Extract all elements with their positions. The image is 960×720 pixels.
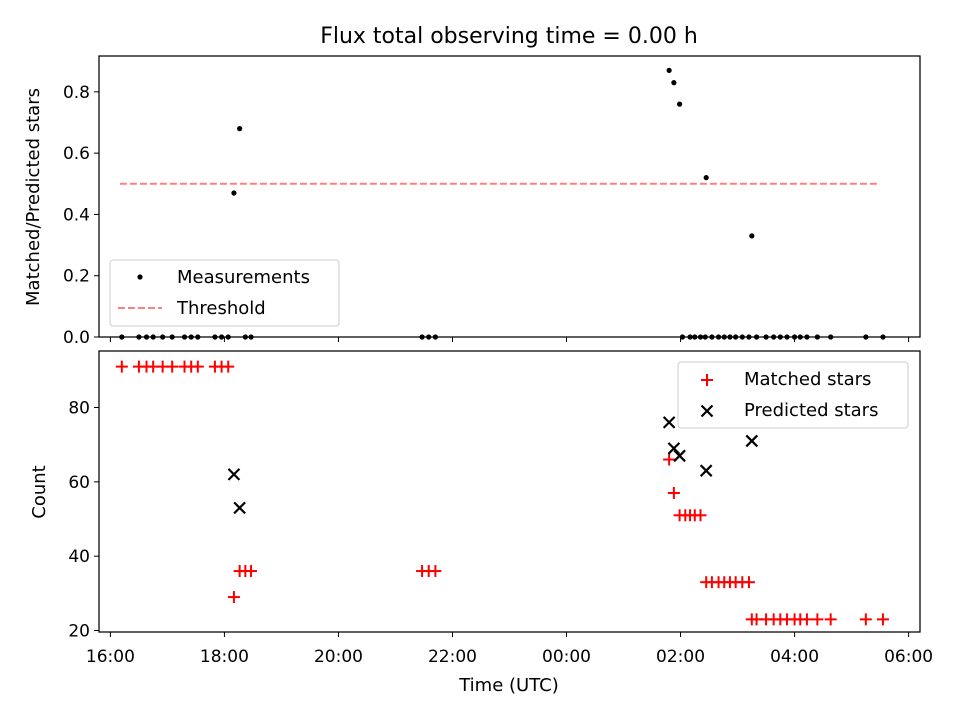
figure-title: Flux total observing time = 0.00 h: [320, 24, 698, 49]
matched-star-point: [245, 565, 258, 578]
ratio-panel: 0.00.20.40.60.8 Matched/Predicted stars …: [23, 55, 921, 348]
matched-star-point: [429, 565, 442, 578]
count-y-tick-label: 40: [68, 547, 90, 567]
count-legend-box: [677, 361, 909, 429]
x-tick-label: 22:00: [428, 647, 477, 667]
ratio-y-tick-label: 0.2: [63, 267, 90, 287]
measurement-point: [231, 190, 237, 196]
predicted-star-point: [673, 449, 686, 463]
x-tick-label: 16:00: [86, 647, 135, 667]
legend-measurement-marker: [137, 274, 143, 280]
measurement-point: [671, 80, 677, 86]
ratio-y-tick-label: 0.4: [63, 205, 90, 225]
count-y-tick-label: 80: [68, 398, 90, 418]
legend-predicted-marker: [700, 404, 714, 418]
measurement-point: [749, 233, 755, 239]
x-tick-label: 18:00: [200, 647, 249, 667]
matched-star-point: [115, 360, 128, 373]
x-tick-label: 06:00: [884, 647, 933, 667]
count-y-ticks: 20 40 60 80: [68, 398, 99, 642]
ratio-axes-frame: [98, 55, 921, 338]
ratio-y-tick-label: 0.0: [63, 328, 90, 348]
predicted-star-point: [662, 416, 676, 429]
matched-star-point: [811, 613, 824, 626]
x-tick-label: 20:00: [314, 647, 363, 667]
count-panel: 20 40 60 80 16:00 18:00 20:00 22:00 00:00 02:00 0…: [29, 350, 933, 696]
legend-matched-label: Matched stars: [744, 369, 871, 390]
matched-star-point: [694, 509, 707, 522]
count-axes-frame: [98, 350, 921, 633]
measurement-point: [237, 126, 243, 132]
count-legend: Matched stars Predicted stars: [677, 361, 909, 429]
ratio-y-tick-label: 0.8: [63, 83, 90, 103]
predicted-star-point: [699, 464, 713, 477]
legend-matched-marker: [701, 374, 713, 386]
matched-star-point: [742, 576, 755, 589]
ratio-legend: Measurements Threshold: [109, 259, 340, 327]
ratio-y-tick-label: 0.6: [63, 144, 90, 164]
matched-star-point: [800, 613, 813, 626]
matched-star-point: [859, 613, 872, 626]
matched-star-point: [222, 360, 235, 373]
predicted-star-point: [745, 434, 759, 448]
matched-star-point: [663, 453, 676, 466]
predicted-star-point: [667, 442, 681, 455]
x-tick-label: 04:00: [770, 647, 819, 667]
ratio-y-axis-label: Matched/Predicted stars: [23, 88, 44, 306]
x-tick-label: 02:00: [656, 647, 705, 667]
count-y-tick-label: 60: [68, 473, 90, 493]
x-axis-label: Time (UTC): [458, 675, 559, 696]
predicted-star-point: [227, 468, 241, 481]
matched-star-point: [667, 486, 680, 499]
legend-measurements-label: Measurements: [177, 267, 310, 288]
legend-threshold-label: Threshold: [176, 298, 266, 319]
measurement-point: [703, 175, 709, 181]
count-y-tick-label: 20: [68, 622, 90, 642]
count-plot-area: [115, 360, 889, 626]
count-x-ticks: 16:00 18:00 20:00 22:00 00:00 02:00 04:00 06:00: [86, 632, 933, 667]
predicted-star-point: [233, 501, 246, 515]
ratio-x-ticks: [109, 337, 910, 342]
matched-star-point: [227, 591, 240, 604]
ratio-legend-box: [109, 259, 340, 327]
matched-star-point: [166, 360, 179, 373]
x-tick-label: 00:00: [542, 647, 591, 667]
count-y-axis-label: Count: [29, 465, 50, 518]
legend-plus-glyph: [701, 374, 713, 386]
matched-star-point: [191, 360, 204, 373]
measurement-point: [676, 101, 683, 107]
matched-star-point: [876, 613, 889, 626]
measurement-point: [666, 67, 672, 74]
ratio-y-ticks: 0.0 0.2 0.4 0.6 0.8: [63, 83, 99, 348]
legend-x-glyph: [700, 404, 714, 418]
legend-predicted-label: Predicted stars: [744, 400, 878, 421]
matched-star-point: [824, 613, 837, 626]
